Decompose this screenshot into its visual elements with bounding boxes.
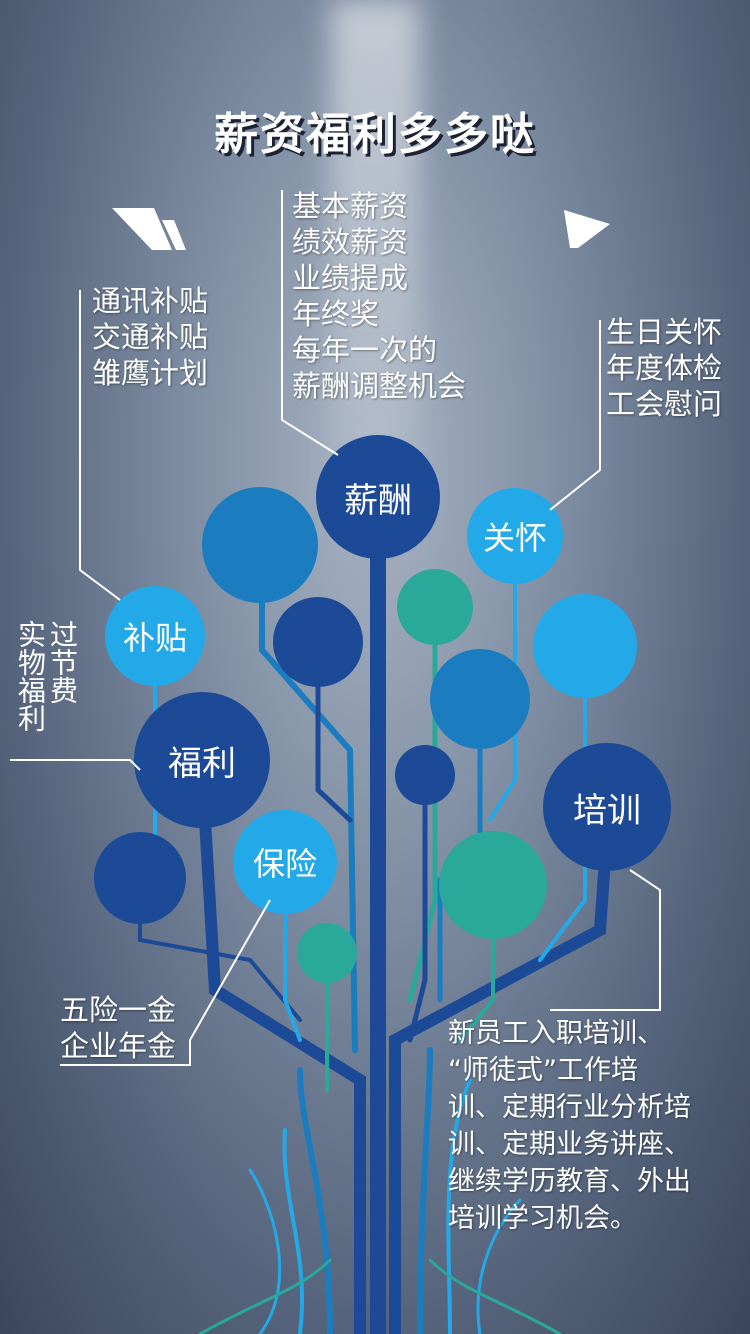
training-item: “师徒式”工作培 xyxy=(448,1055,638,1086)
insurance-item: 企业年金 xyxy=(60,1029,177,1063)
subsidy-item: 交通补贴 xyxy=(92,320,209,354)
circle-decor-2 xyxy=(273,597,363,687)
subsidy-items: 通讯补贴 交通补贴 雏鹰计划 xyxy=(92,283,208,391)
circle-decor-3 xyxy=(397,569,473,645)
circle-decor-9 xyxy=(297,923,357,983)
training-item: 训、定期行业分析培 xyxy=(448,1092,691,1123)
welfare-item: 实物福利 xyxy=(14,620,47,732)
title-bar: 薪资福利多多哒 xyxy=(0,100,750,250)
training-item: 继续学历教育、外出 xyxy=(448,1166,691,1197)
care-items: 生日关怀 年度体检 工会慰问 xyxy=(606,314,722,422)
subsidy-item: 通讯补贴 xyxy=(92,284,209,318)
node-welfare-label: 福利 xyxy=(168,743,236,784)
node-insurance-label: 保险 xyxy=(252,845,317,883)
care-item: 生日关怀 xyxy=(606,315,723,349)
node-subsidy-label: 补贴 xyxy=(122,619,187,657)
page-title: 薪资福利多多哒 xyxy=(214,109,536,160)
circle-decor-1 xyxy=(202,487,318,603)
node-training-label: 培训 xyxy=(573,790,641,831)
salary-item: 基本薪资 xyxy=(292,189,409,223)
circle-subsidy xyxy=(105,586,205,686)
care-item: 年度体检 xyxy=(606,351,723,385)
salary-item: 绩效薪资 xyxy=(292,225,409,259)
circle-welfare xyxy=(134,692,270,828)
welfare-item: 过节费 xyxy=(46,620,79,704)
training-item: 新员工入职培训、 xyxy=(448,1018,664,1049)
salary-item: 薪酬调整机会 xyxy=(292,369,467,403)
insurance-items: 五险一金 企业年金 xyxy=(60,992,176,1064)
circle-decor-6 xyxy=(533,594,637,698)
circle-training xyxy=(543,743,671,871)
circle-insurance xyxy=(233,810,337,914)
light-beam xyxy=(330,0,420,520)
circle-care xyxy=(467,488,563,584)
welfare-items: 过节费 实物福利 xyxy=(14,620,79,760)
training-item: 训、定期业务讲座、 xyxy=(448,1129,691,1160)
salary-item: 每年一次的 xyxy=(292,333,438,367)
node-salary-label: 薪酬 xyxy=(344,480,412,521)
tree-circles xyxy=(94,435,671,983)
circle-decor-8 xyxy=(94,832,186,924)
circle-decor-5 xyxy=(395,745,455,805)
circle-salary xyxy=(316,435,440,559)
circle-decor-7 xyxy=(439,831,547,939)
subsidy-item: 雏鹰计划 xyxy=(92,356,209,390)
salary-item: 业绩提成 xyxy=(292,261,409,295)
salary-items: 基本薪资 绩效薪资 业绩提成 年终奖 每年一次的 薪酬调整机会 xyxy=(292,188,466,404)
left-slash-decor xyxy=(112,208,186,250)
node-care-label: 关怀 xyxy=(482,519,547,557)
care-item: 工会慰问 xyxy=(606,387,723,421)
salary-item: 年终奖 xyxy=(292,297,380,331)
training-item: 培训学习机会。 xyxy=(448,1203,637,1234)
circle-decor-4 xyxy=(430,649,530,749)
right-arrow-decor xyxy=(564,210,610,248)
connector-lines xyxy=(10,190,661,1066)
insurance-item: 五险一金 xyxy=(60,993,177,1027)
training-items: 新员工入职培训、 “师徒式”工作培 训、定期行业分析培 训、定期业务讲座、 继续… xyxy=(448,1015,691,1237)
